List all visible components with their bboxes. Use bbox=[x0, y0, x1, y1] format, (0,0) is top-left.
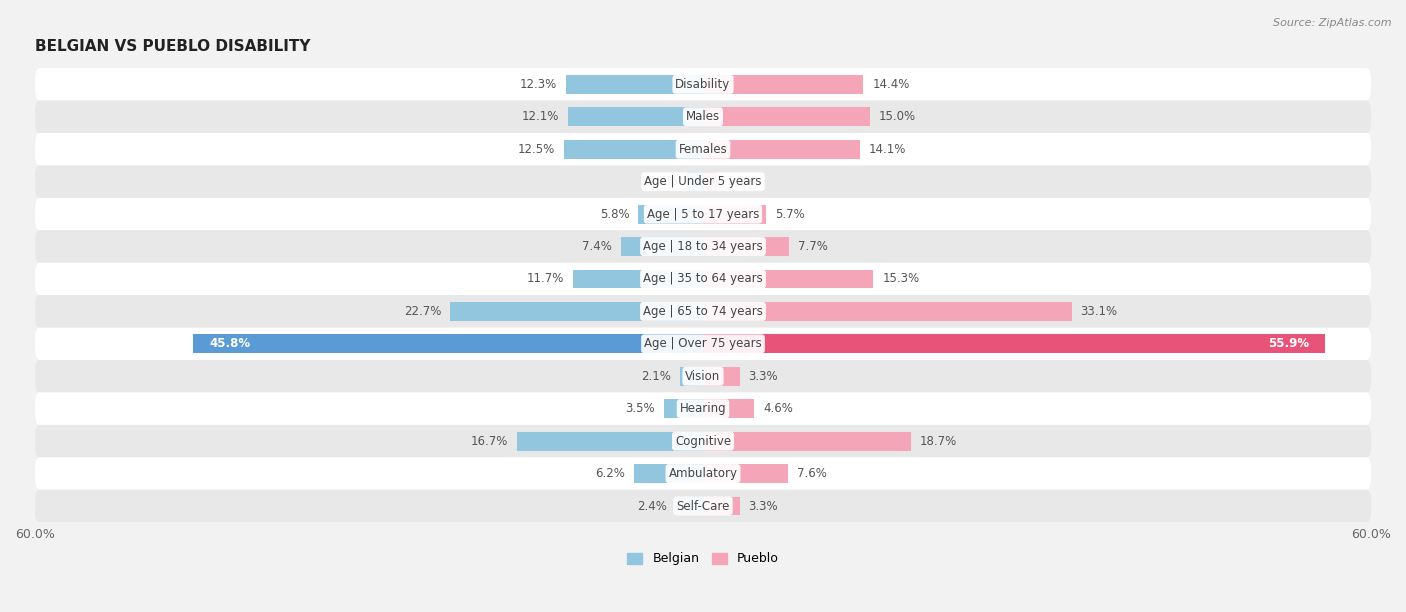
Text: 15.0%: 15.0% bbox=[879, 110, 917, 123]
Bar bbox=[703, 464, 787, 483]
Text: 12.5%: 12.5% bbox=[517, 143, 555, 155]
Text: Age | Over 75 years: Age | Over 75 years bbox=[644, 337, 762, 350]
Text: 33.1%: 33.1% bbox=[1080, 305, 1118, 318]
Text: 3.5%: 3.5% bbox=[626, 402, 655, 415]
Bar bbox=[634, 464, 703, 483]
Bar bbox=[450, 302, 703, 321]
Bar bbox=[703, 75, 863, 94]
Text: Vision: Vision bbox=[685, 370, 721, 382]
Text: 12.3%: 12.3% bbox=[520, 78, 557, 91]
Bar bbox=[676, 496, 703, 515]
FancyBboxPatch shape bbox=[35, 327, 1371, 360]
Text: 12.1%: 12.1% bbox=[522, 110, 560, 123]
Bar bbox=[638, 204, 703, 223]
Text: Females: Females bbox=[679, 143, 727, 155]
Bar bbox=[679, 367, 703, 386]
Text: 7.7%: 7.7% bbox=[797, 240, 828, 253]
Bar bbox=[703, 399, 754, 418]
Bar bbox=[620, 237, 703, 256]
Bar bbox=[703, 431, 911, 450]
Text: Self-Care: Self-Care bbox=[676, 499, 730, 512]
Text: 1.4%: 1.4% bbox=[648, 175, 679, 188]
Bar bbox=[688, 172, 703, 191]
Bar bbox=[572, 269, 703, 288]
Bar bbox=[517, 431, 703, 450]
Text: Age | 35 to 64 years: Age | 35 to 64 years bbox=[643, 272, 763, 285]
Bar bbox=[664, 399, 703, 418]
FancyBboxPatch shape bbox=[35, 230, 1371, 263]
Text: Age | Under 5 years: Age | Under 5 years bbox=[644, 175, 762, 188]
Text: 3.3%: 3.3% bbox=[748, 370, 779, 382]
FancyBboxPatch shape bbox=[35, 425, 1371, 457]
Bar bbox=[703, 496, 740, 515]
Bar bbox=[703, 140, 860, 159]
Text: Ambulatory: Ambulatory bbox=[668, 467, 738, 480]
Text: 15.3%: 15.3% bbox=[882, 272, 920, 285]
Legend: Belgian, Pueblo: Belgian, Pueblo bbox=[623, 548, 783, 570]
Text: Males: Males bbox=[686, 110, 720, 123]
Text: 55.9%: 55.9% bbox=[1268, 337, 1309, 350]
Text: 3.3%: 3.3% bbox=[748, 499, 779, 512]
FancyBboxPatch shape bbox=[35, 165, 1371, 198]
FancyBboxPatch shape bbox=[35, 198, 1371, 230]
Bar bbox=[193, 334, 703, 353]
FancyBboxPatch shape bbox=[35, 133, 1371, 165]
Text: Age | 18 to 34 years: Age | 18 to 34 years bbox=[643, 240, 763, 253]
Text: Age | 5 to 17 years: Age | 5 to 17 years bbox=[647, 207, 759, 220]
Text: 14.1%: 14.1% bbox=[869, 143, 907, 155]
FancyBboxPatch shape bbox=[35, 68, 1371, 100]
Bar bbox=[703, 269, 873, 288]
FancyBboxPatch shape bbox=[35, 360, 1371, 392]
Text: 2.4%: 2.4% bbox=[637, 499, 668, 512]
Bar bbox=[703, 367, 740, 386]
Text: BELGIAN VS PUEBLO DISABILITY: BELGIAN VS PUEBLO DISABILITY bbox=[35, 40, 311, 54]
Bar bbox=[568, 107, 703, 126]
FancyBboxPatch shape bbox=[35, 295, 1371, 327]
Text: 6.2%: 6.2% bbox=[595, 467, 626, 480]
Text: 7.6%: 7.6% bbox=[797, 467, 827, 480]
Text: Cognitive: Cognitive bbox=[675, 435, 731, 447]
Bar bbox=[703, 334, 1326, 353]
Text: 18.7%: 18.7% bbox=[920, 435, 957, 447]
Text: 7.4%: 7.4% bbox=[582, 240, 612, 253]
FancyBboxPatch shape bbox=[35, 392, 1371, 425]
Text: Age | 65 to 74 years: Age | 65 to 74 years bbox=[643, 305, 763, 318]
Bar bbox=[703, 107, 870, 126]
Text: Disability: Disability bbox=[675, 78, 731, 91]
FancyBboxPatch shape bbox=[35, 263, 1371, 295]
Text: Source: ZipAtlas.com: Source: ZipAtlas.com bbox=[1274, 18, 1392, 28]
Text: 5.8%: 5.8% bbox=[600, 207, 630, 220]
Text: 4.6%: 4.6% bbox=[763, 402, 793, 415]
FancyBboxPatch shape bbox=[35, 490, 1371, 522]
Text: 14.4%: 14.4% bbox=[872, 78, 910, 91]
Text: 2.1%: 2.1% bbox=[641, 370, 671, 382]
Bar bbox=[703, 237, 789, 256]
FancyBboxPatch shape bbox=[35, 457, 1371, 490]
Text: 16.7%: 16.7% bbox=[471, 435, 508, 447]
FancyBboxPatch shape bbox=[35, 100, 1371, 133]
Bar bbox=[567, 75, 703, 94]
Text: 5.7%: 5.7% bbox=[775, 207, 806, 220]
Text: 1.3%: 1.3% bbox=[727, 175, 756, 188]
Bar bbox=[564, 140, 703, 159]
Text: 11.7%: 11.7% bbox=[526, 272, 564, 285]
Text: Hearing: Hearing bbox=[679, 402, 727, 415]
Bar bbox=[703, 204, 766, 223]
Text: 22.7%: 22.7% bbox=[404, 305, 441, 318]
Bar bbox=[703, 172, 717, 191]
Text: 45.8%: 45.8% bbox=[209, 337, 250, 350]
Bar bbox=[703, 302, 1071, 321]
